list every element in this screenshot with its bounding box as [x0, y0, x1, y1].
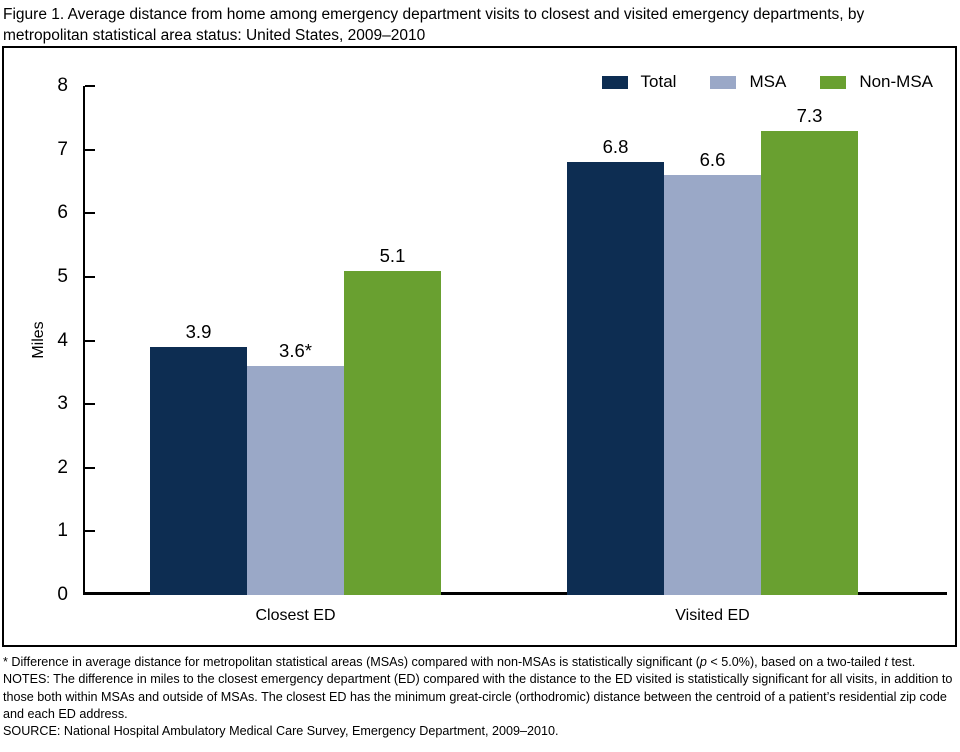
y-tick — [85, 275, 95, 278]
x-category-label: Closest ED — [255, 607, 336, 624]
y-tick — [85, 212, 95, 215]
footnote-t-symbol: t — [884, 655, 888, 669]
footnotes: * Difference in average distance for met… — [3, 654, 957, 740]
legend-swatch-non-msa — [820, 75, 847, 89]
footnote-asterisk: * Difference in average distance for met… — [3, 654, 957, 671]
y-tick-label: 2 — [57, 456, 68, 478]
y-tick-label: 7 — [57, 138, 68, 160]
y-tick — [85, 148, 95, 151]
y-tick — [85, 339, 95, 342]
legend-label-msa: MSA — [749, 72, 787, 91]
y-axis-tick-labels: 0 1 2 3 4 5 6 7 8 — [4, 48, 68, 645]
bar-non-msa-closest-ed — [344, 270, 441, 595]
bar-msa-closest-ed — [247, 365, 344, 595]
legend: Total MSA Non-MSA — [601, 72, 933, 92]
bar-value-label-msa-closest-ed: 3.6* — [279, 339, 312, 361]
bar-value-label-total-closest-ed: 3.9 — [185, 320, 212, 342]
y-tick — [85, 530, 95, 533]
bar-value-label-non-msa-closest-ed: 5.1 — [379, 244, 406, 266]
footnote-source: SOURCE: National Hospital Ambulatory Med… — [3, 724, 559, 739]
plot-area: 3.9 3.6* 5.1 Closest ED 6.8 6.6 7.3 Visited ED — [83, 85, 947, 624]
y-tick-label: 3 — [57, 393, 68, 415]
x-axis-line — [83, 592, 947, 595]
bar-value-label-msa-visited-ed: 6.6 — [699, 149, 726, 171]
bar-value-label-non-msa-visited-ed: 7.3 — [796, 104, 823, 126]
y-tick-label: 0 — [57, 584, 68, 605]
footnote-asterisk-text: < 5.0%), based on a two-tailed — [706, 655, 885, 669]
figure-title: Figure 1. Average distance from home amo… — [3, 6, 865, 44]
footnote-asterisk-text: * Difference in average distance for met… — [3, 655, 700, 669]
legend-item-msa: MSA — [710, 72, 786, 92]
footnote-p-symbol: p — [699, 655, 707, 669]
bar-value-label-total-visited-ed: 6.8 — [602, 136, 629, 158]
y-tick-label: 8 — [57, 75, 68, 96]
y-tick-label: 4 — [57, 329, 68, 351]
legend-item-non-msa: Non-MSA — [820, 72, 933, 92]
footnote-asterisk-text: test. — [887, 655, 916, 669]
y-tick — [85, 403, 95, 406]
y-tick-label: 6 — [57, 202, 68, 224]
bar-msa-visited-ed — [664, 175, 761, 595]
bar-total-closest-ed — [150, 346, 247, 595]
x-category-label: Visited ED — [675, 607, 750, 624]
bar-total-visited-ed — [567, 162, 664, 595]
footnote-notes: NOTES: The difference in miles to the cl… — [3, 672, 953, 721]
legend-item-total: Total — [601, 72, 677, 92]
y-tick-label: 1 — [57, 520, 68, 542]
bar-non-msa-visited-ed — [761, 130, 858, 595]
legend-swatch-total — [601, 75, 628, 89]
y-tick-label: 5 — [57, 265, 68, 287]
legend-label-total: Total — [640, 72, 677, 91]
y-tick — [85, 85, 95, 87]
legend-swatch-msa — [710, 75, 737, 89]
y-tick — [85, 466, 95, 469]
legend-label-non-msa: Non-MSA — [859, 72, 933, 91]
